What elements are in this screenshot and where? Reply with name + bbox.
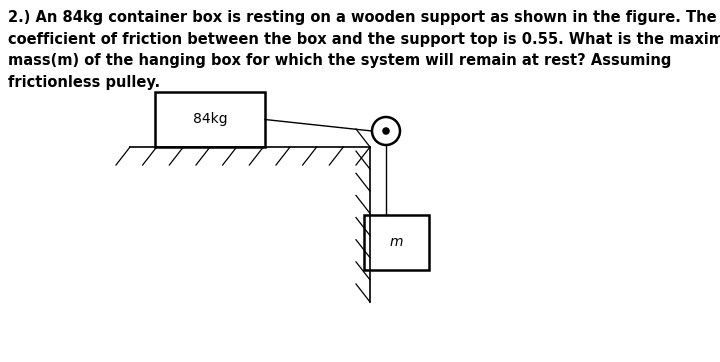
- Bar: [155, 92, 265, 147]
- Text: m: m: [390, 236, 402, 249]
- Text: 84kg: 84kg: [193, 113, 228, 126]
- Circle shape: [383, 128, 389, 134]
- Text: 2.) An 84kg container box is resting on a wooden support as shown in the figure.: 2.) An 84kg container box is resting on …: [8, 10, 720, 90]
- Bar: [364, 215, 428, 270]
